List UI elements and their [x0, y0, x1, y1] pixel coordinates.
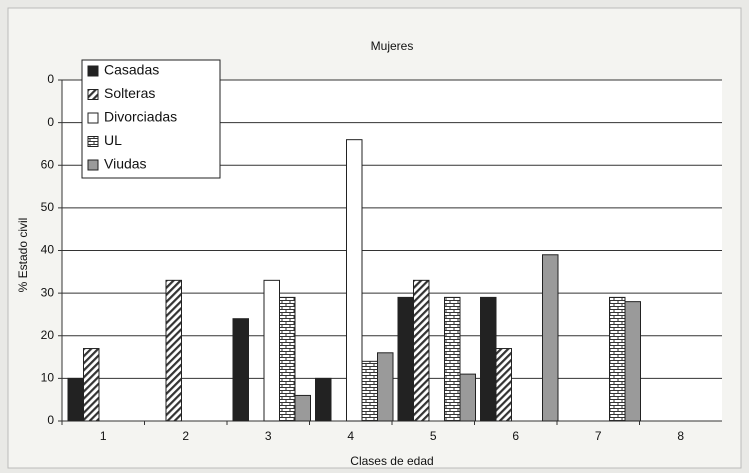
bar — [83, 348, 100, 422]
bar — [542, 254, 559, 422]
bar — [232, 318, 249, 422]
bar — [459, 373, 476, 422]
legend-label: Divorciadas — [104, 109, 177, 125]
x-tick-label: 1 — [100, 429, 107, 443]
x-tick-label: 8 — [677, 429, 684, 443]
x-axis-label: Clases de edad — [350, 454, 433, 468]
bar — [624, 301, 641, 422]
legend-label: Viudas — [104, 156, 147, 172]
legend-label: UL — [104, 132, 122, 148]
bar — [495, 348, 512, 422]
x-tick-label: 7 — [595, 429, 602, 443]
bar — [480, 296, 497, 422]
bar — [67, 377, 84, 422]
bar — [263, 279, 280, 422]
bar — [165, 279, 182, 422]
bar — [377, 352, 394, 422]
x-tick-label: 2 — [182, 429, 189, 443]
bar — [444, 296, 461, 422]
y-tick-label: 30 — [41, 285, 55, 299]
x-tick-label: 5 — [430, 429, 437, 443]
legend-box — [81, 59, 221, 179]
bar — [413, 279, 430, 422]
bar — [361, 360, 378, 422]
legend-label: Casadas — [104, 62, 159, 78]
legend-swatch — [87, 159, 99, 171]
y-tick-label: 10 — [41, 371, 55, 385]
y-tick-label: 60 — [41, 157, 55, 171]
legend-swatch — [87, 136, 99, 147]
bar — [346, 139, 363, 422]
bar — [315, 377, 332, 422]
chart-title: Mujeres — [371, 39, 414, 53]
bar — [397, 296, 414, 422]
legend-label: Solteras — [104, 85, 155, 101]
legend-swatch — [87, 65, 99, 77]
y-tick-label: 0 — [47, 413, 54, 427]
y-tick-label: 20 — [41, 328, 55, 342]
y-tick-label: 50 — [41, 200, 55, 214]
x-tick-label: 4 — [347, 429, 354, 443]
y-tick-label: 0 — [47, 115, 54, 129]
x-tick-label: 3 — [265, 429, 272, 443]
legend-swatch — [87, 112, 99, 124]
y-tick-label: 0 — [47, 72, 54, 86]
legend-swatch — [87, 89, 99, 100]
y-tick-label: 40 — [41, 243, 55, 257]
bar — [609, 296, 626, 422]
bar — [294, 394, 311, 422]
x-tick-label: 6 — [512, 429, 519, 443]
bar — [279, 296, 296, 422]
y-axis-label: % Estado civil — [16, 218, 30, 293]
